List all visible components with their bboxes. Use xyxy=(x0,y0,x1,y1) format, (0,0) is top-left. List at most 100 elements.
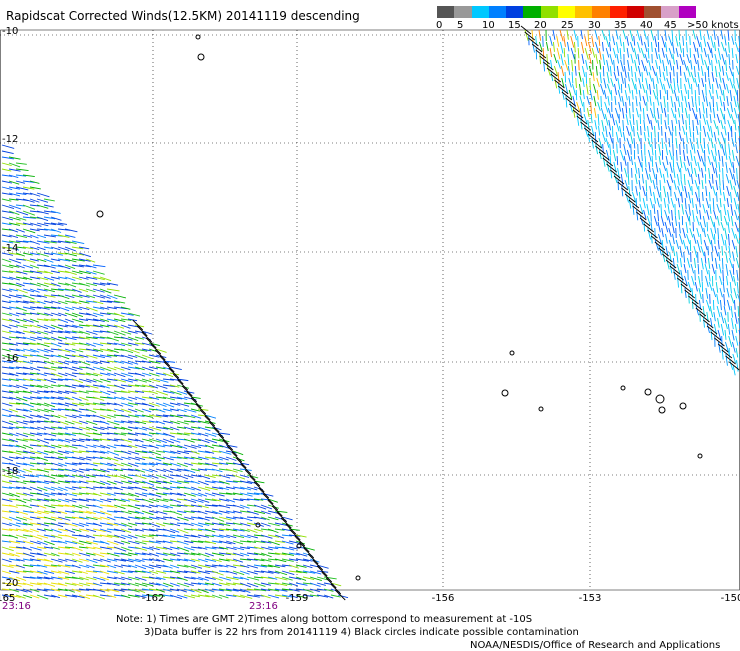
wind-swath-east xyxy=(521,26,740,375)
wind-barb xyxy=(690,150,692,161)
wind-barb xyxy=(685,288,686,298)
wind-barb xyxy=(651,132,652,143)
wind-barb xyxy=(706,276,709,287)
wind-barb xyxy=(737,168,738,180)
wind-barb xyxy=(642,162,643,172)
wind-barb xyxy=(726,72,728,81)
wind-barb xyxy=(709,78,711,89)
wind-barb xyxy=(711,126,713,137)
wind-barb xyxy=(590,78,591,90)
wind-barb xyxy=(698,84,699,95)
wind-barb xyxy=(652,156,653,167)
wind-barb xyxy=(626,114,628,125)
wind-barb xyxy=(702,192,703,201)
wind-barb xyxy=(648,36,649,47)
wind-barb xyxy=(727,186,730,196)
wind-barb xyxy=(690,36,691,45)
wind-barb xyxy=(656,60,658,69)
wind-barb xyxy=(667,192,669,204)
wind-barb xyxy=(692,300,693,309)
wind-barb xyxy=(725,48,727,57)
wind-barb xyxy=(717,306,720,317)
wind-barb xyxy=(725,330,726,340)
wind-barb xyxy=(730,90,732,101)
wind-barb xyxy=(690,126,691,137)
wind-barb xyxy=(722,54,725,65)
wind-barb xyxy=(680,54,683,65)
legend-label: 10 xyxy=(482,20,495,31)
wind-barb xyxy=(712,84,713,94)
wind-barb xyxy=(735,120,736,130)
wind-barb xyxy=(691,174,693,184)
wind-barb xyxy=(622,108,623,119)
wind-barb xyxy=(583,90,584,99)
wind-barb xyxy=(647,204,649,215)
wind-barb xyxy=(634,138,635,148)
wind-barb xyxy=(649,60,651,70)
wind-barb xyxy=(650,96,651,106)
legend-label: 35 xyxy=(614,20,627,31)
wind-barb xyxy=(711,330,712,340)
wind-barb xyxy=(649,72,652,82)
wind-barb xyxy=(560,42,563,54)
wind-barb xyxy=(591,102,592,114)
wind-barb xyxy=(728,324,729,335)
wind-barb xyxy=(654,216,657,226)
wind-barb xyxy=(736,156,739,166)
wind-barb xyxy=(579,60,580,70)
wind-barb xyxy=(697,240,700,252)
wind-barb xyxy=(581,120,582,129)
wind-barb xyxy=(734,288,737,298)
wind-barb xyxy=(707,210,709,220)
wind-barb xyxy=(671,108,674,118)
wind-barb xyxy=(663,252,665,262)
wind-barb xyxy=(702,168,703,178)
wind-barb xyxy=(628,84,630,93)
wind-barb xyxy=(710,216,714,227)
edge-barb xyxy=(326,578,336,588)
wind-barb xyxy=(628,60,630,71)
wind-barb xyxy=(700,42,702,52)
wind-barb xyxy=(659,156,660,165)
wind-barb xyxy=(579,84,580,95)
wind-barb xyxy=(653,168,656,179)
wind-barb xyxy=(572,84,575,95)
island-outline xyxy=(356,576,360,580)
wind-barb xyxy=(2,205,14,209)
wind-barb xyxy=(632,90,633,99)
wind-barb xyxy=(660,90,661,99)
wind-barb xyxy=(686,42,687,52)
wind-barb xyxy=(721,234,724,245)
wind-barb xyxy=(635,84,637,94)
wind-barb xyxy=(732,228,735,238)
wind-barb xyxy=(644,120,645,131)
wind-barb xyxy=(692,186,693,195)
wind-barb xyxy=(641,150,642,161)
wind-barb xyxy=(712,72,714,82)
wind-barb xyxy=(731,102,733,112)
wind-barb xyxy=(678,186,681,196)
wind-barb xyxy=(616,42,618,53)
note-line-1: Note: 1) Times are GMT 2)Times along bot… xyxy=(116,614,532,625)
wind-barb xyxy=(678,108,679,117)
wind-barb xyxy=(730,78,733,88)
wind-barb xyxy=(692,108,696,119)
wind-barb xyxy=(603,54,605,65)
note-line-3: NOAA/NESDIS/Office of Research and Appli… xyxy=(470,640,720,651)
wind-barb xyxy=(643,108,644,120)
wind-barb xyxy=(690,228,693,237)
wind-barb xyxy=(644,42,647,52)
wind-barb xyxy=(641,126,642,135)
wind-barb xyxy=(698,162,700,172)
wind-barb xyxy=(558,60,561,69)
wind-barb xyxy=(686,132,687,142)
wind-barb xyxy=(717,204,720,213)
wind-barb xyxy=(44,205,54,207)
wind-barb xyxy=(733,84,737,95)
wind-barb xyxy=(693,210,695,222)
wind-barb xyxy=(589,66,591,76)
wind-barb xyxy=(716,90,718,99)
wind-barb xyxy=(539,42,542,51)
wind-barb xyxy=(667,168,668,178)
wind-barb xyxy=(721,120,723,129)
